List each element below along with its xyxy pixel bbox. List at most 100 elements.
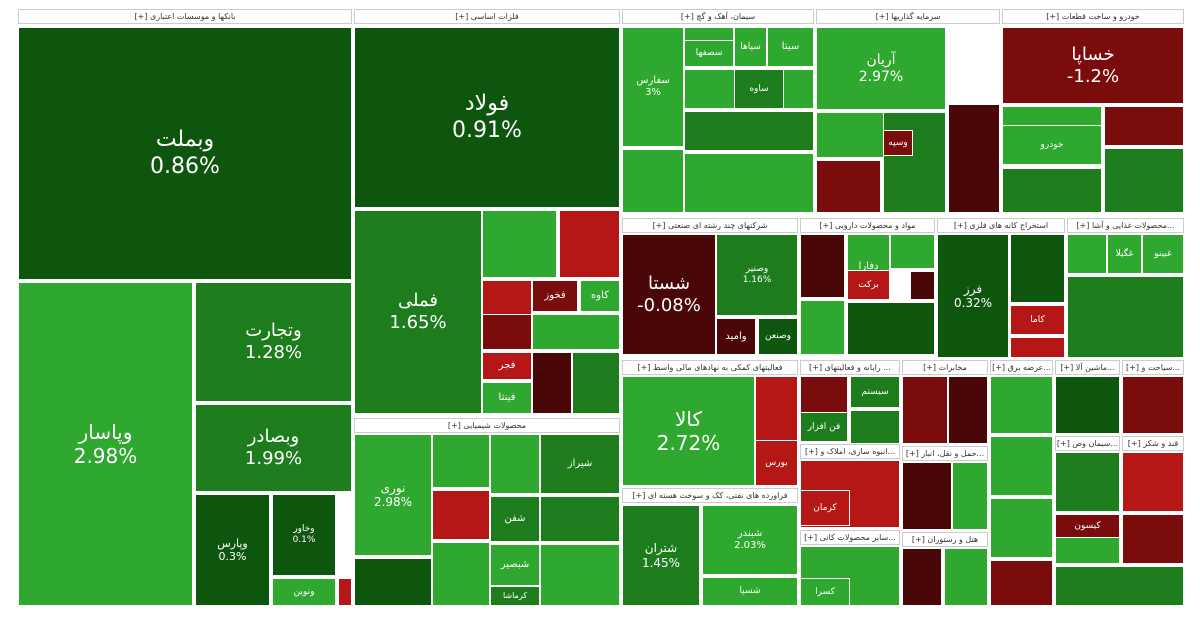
stock-tile[interactable] — [1122, 376, 1184, 434]
stock-tile[interactable] — [952, 462, 988, 530]
stock-tile[interactable] — [1055, 566, 1184, 606]
stock-tile[interactable] — [1010, 337, 1065, 358]
stock-tile[interactable] — [532, 352, 572, 414]
stock-tile[interactable] — [816, 160, 881, 213]
stock-tile[interactable]: وبصادر 1.99% — [195, 404, 352, 492]
stock-tile[interactable]: سیستم — [850, 376, 900, 408]
stock-tile[interactable]: بورس — [755, 440, 798, 486]
stock-tile[interactable] — [354, 558, 432, 606]
stock-tile[interactable]: شیراز — [540, 434, 620, 494]
sector-header[interactable]: ...سیاحت و [+] — [1122, 360, 1184, 375]
stock-tile[interactable]: وصنیر 1.16% — [716, 234, 798, 316]
stock-tile[interactable] — [482, 210, 557, 278]
sector-header[interactable]: استخراج کانه های فلزی [+] — [937, 218, 1065, 233]
stock-tile[interactable]: سفارس 3% — [622, 27, 684, 147]
stock-tile[interactable] — [948, 376, 988, 444]
stock-tile[interactable]: وپاسار 2.98% — [18, 282, 193, 606]
stock-tile[interactable]: آریان 2.97% — [816, 27, 946, 110]
stock-tile[interactable]: ونوین — [272, 578, 336, 606]
stock-tile[interactable]: وخاور 0.1% — [272, 494, 336, 576]
stock-tile[interactable] — [800, 300, 845, 355]
stock-tile[interactable] — [1104, 148, 1184, 213]
stock-tile[interactable]: خساپا -1.2% — [1002, 27, 1184, 104]
sector-header[interactable]: قند و شکر [+] — [1122, 436, 1184, 451]
stock-tile[interactable]: وامید — [716, 318, 756, 355]
stock-tile[interactable] — [432, 434, 490, 488]
stock-tile[interactable] — [432, 542, 490, 606]
stock-tile[interactable] — [1067, 276, 1184, 358]
stock-tile[interactable]: کاما — [1010, 305, 1065, 335]
stock-tile[interactable]: غگیلا — [1107, 234, 1142, 274]
stock-tile[interactable] — [902, 548, 942, 606]
stock-tile[interactable] — [1122, 514, 1184, 564]
stock-tile[interactable] — [540, 496, 620, 542]
stock-tile[interactable] — [850, 410, 900, 444]
stock-tile[interactable] — [1122, 452, 1184, 512]
sector-header[interactable]: ...حمل و نقل، انبار [+] — [902, 446, 988, 461]
stock-tile[interactable]: برکت — [847, 270, 890, 300]
stock-tile[interactable]: شتران 1.45% — [622, 505, 700, 606]
stock-tile[interactable] — [990, 498, 1053, 558]
stock-tile[interactable] — [1010, 234, 1065, 303]
stock-tile[interactable] — [338, 578, 352, 606]
stock-tile[interactable] — [559, 210, 620, 278]
stock-tile[interactable] — [684, 153, 814, 213]
sector-header[interactable]: ...محصولات غذایی و آشا [+] — [1067, 218, 1184, 233]
stock-tile[interactable]: شفن — [490, 496, 540, 542]
stock-tile[interactable]: ساوه — [734, 69, 784, 109]
stock-tile[interactable]: غبینو — [1142, 234, 1184, 274]
stock-tile[interactable] — [990, 376, 1053, 434]
stock-tile[interactable] — [800, 234, 845, 298]
sector-header[interactable]: فراورده های نفتی، کک و سوخت هسته ای [+] — [622, 488, 798, 503]
stock-tile[interactable] — [622, 149, 684, 213]
stock-tile[interactable] — [1055, 452, 1120, 512]
sector-header[interactable]: ...ماشین آلا [+] — [1055, 360, 1120, 375]
stock-tile[interactable]: فملی 1.65% — [354, 210, 482, 414]
sector-header[interactable]: فلزات اساسی [+] — [354, 9, 620, 24]
stock-tile[interactable]: فینتا — [482, 382, 532, 414]
stock-tile[interactable] — [883, 112, 946, 213]
stock-tile[interactable]: سپاها — [734, 27, 767, 67]
stock-tile[interactable]: وصنعن — [758, 318, 798, 355]
stock-tile[interactable] — [902, 462, 952, 530]
stock-tile[interactable]: فخوز — [532, 280, 578, 312]
stock-tile[interactable] — [890, 234, 935, 269]
stock-tile[interactable] — [1067, 234, 1107, 274]
sector-header[interactable]: ...عرضه برق [+] — [990, 360, 1053, 375]
stock-tile[interactable] — [1104, 106, 1184, 146]
sector-header[interactable]: مخابرات [+] — [902, 360, 988, 375]
stock-tile[interactable]: کرمان — [800, 490, 850, 526]
sector-header[interactable]: سرمایه گذاریها [+] — [816, 9, 1000, 24]
stock-tile[interactable] — [1055, 376, 1120, 434]
stock-tile[interactable] — [910, 271, 935, 300]
stock-tile[interactable]: خودرو — [1002, 125, 1102, 165]
stock-tile[interactable]: کیسون — [1055, 514, 1120, 538]
stock-tile[interactable]: فجر — [482, 352, 532, 380]
stock-tile[interactable]: فولاد 0.91% — [354, 27, 620, 208]
sector-header[interactable]: محصولات شیمیایی [+] — [354, 418, 620, 433]
sector-header[interactable]: مواد و محصولات دارویی [+] — [800, 218, 935, 233]
stock-tile[interactable]: سیتا — [767, 27, 814, 67]
stock-tile[interactable] — [847, 302, 935, 355]
stock-tile[interactable]: وسپه — [883, 130, 913, 156]
stock-tile[interactable] — [432, 490, 490, 540]
stock-tile[interactable] — [490, 434, 540, 494]
stock-tile[interactable]: وتجارت 1.28% — [195, 282, 352, 402]
stock-tile[interactable]: وبملت 0.86% — [18, 27, 352, 280]
stock-tile[interactable] — [540, 544, 620, 606]
stock-tile[interactable]: شسپا — [702, 577, 798, 606]
sector-header[interactable]: ...سیمان وص [+] — [1055, 436, 1120, 451]
stock-tile[interactable] — [902, 376, 948, 444]
stock-tile[interactable]: فن افزار — [800, 412, 848, 442]
sector-header[interactable]: سیمان، آهک و گچ [+] — [622, 9, 814, 24]
stock-tile[interactable]: کاوه — [580, 280, 620, 312]
stock-tile[interactable]: کرماشا — [490, 586, 540, 606]
sector-header[interactable]: ... رایانه و فعالیتهای [+] — [800, 360, 900, 375]
stock-tile[interactable] — [572, 352, 620, 414]
sector-header[interactable]: ...انبوه سازی، املاک و [+] — [800, 444, 900, 459]
sector-header[interactable]: بانکها و موسسات اعتباری [+] — [18, 9, 352, 24]
stock-tile[interactable]: سصفها — [684, 40, 734, 67]
stock-tile[interactable]: فرز 0.32% — [937, 234, 1009, 358]
stock-tile[interactable] — [990, 560, 1053, 606]
stock-tile[interactable] — [948, 104, 1000, 213]
